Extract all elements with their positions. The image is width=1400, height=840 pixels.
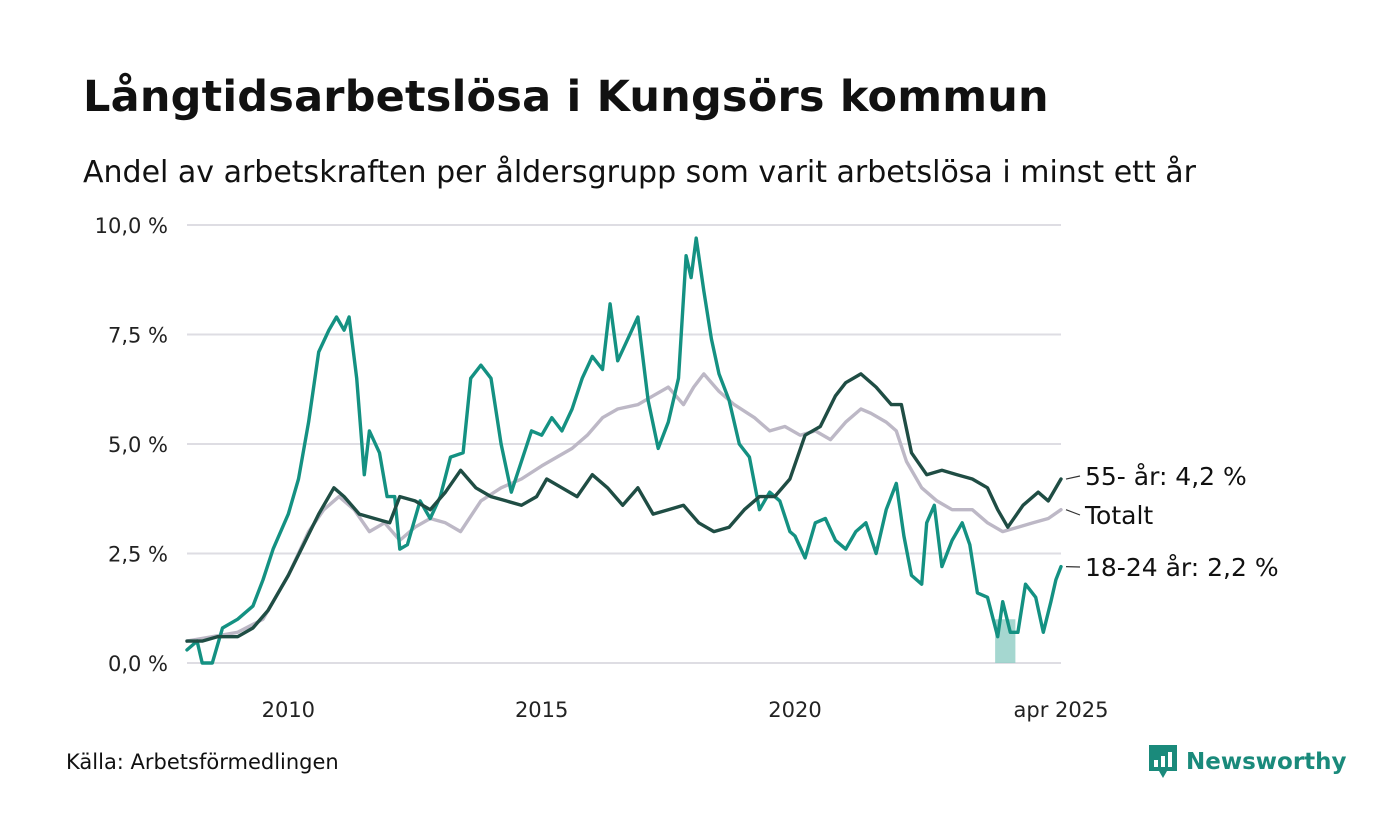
y-tick-label: 5,0 % (108, 433, 168, 457)
grid-lines (187, 224, 1061, 664)
y-axis: 0,0 % 2,5 % 5,0 % 7,5 % 10,0 % (95, 214, 168, 676)
chart-subtitle: Andel av arbetskraften per åldersgrupp s… (83, 155, 1196, 190)
series-line-senior (185, 372, 1063, 643)
source-note: Källa: Arbetsförmedlingen (66, 750, 339, 774)
series-end-labels: Totalt 18-24 år: 2,2 % 55- år: 4,2 % (1065, 462, 1279, 582)
y-tick-label: 10,0 % (95, 214, 168, 238)
y-tick-label: 7,5 % (108, 324, 168, 348)
label-leader (1065, 475, 1081, 480)
x-tick-label: 2015 (515, 698, 568, 722)
series-end-label-youth: 18-24 år: 2,2 % (1085, 553, 1279, 582)
x-tick-label: 2020 (768, 698, 821, 722)
series-end-label-total: Totalt (1084, 501, 1153, 530)
y-tick-label: 0,0 % (108, 652, 168, 676)
y-tick-label: 2,5 % (108, 543, 168, 567)
newsworthy-logo-icon (1149, 745, 1177, 778)
x-tick-label: apr 2025 (1014, 698, 1109, 722)
brand-logo: Newsworthy (1148, 744, 1347, 780)
series-line-youth (185, 236, 1063, 665)
x-tick-label: 2010 (262, 698, 315, 722)
label-leader (1065, 509, 1081, 516)
line-chart: 0,0 % 2,5 % 5,0 % 7,5 % 10,0 % 2010 2015 2020 a… (95, 214, 1279, 722)
series-line-total (185, 372, 1063, 643)
brand-name: Newsworthy (1186, 749, 1347, 775)
data-series (185, 236, 1063, 665)
series-end-label-senior: 55- år: 4,2 % (1085, 462, 1247, 491)
chart-title: Långtidsarbetslösa i Kungsörs kommun (83, 72, 1049, 122)
x-axis: 2010 2015 2020 apr 2025 (262, 698, 1109, 722)
